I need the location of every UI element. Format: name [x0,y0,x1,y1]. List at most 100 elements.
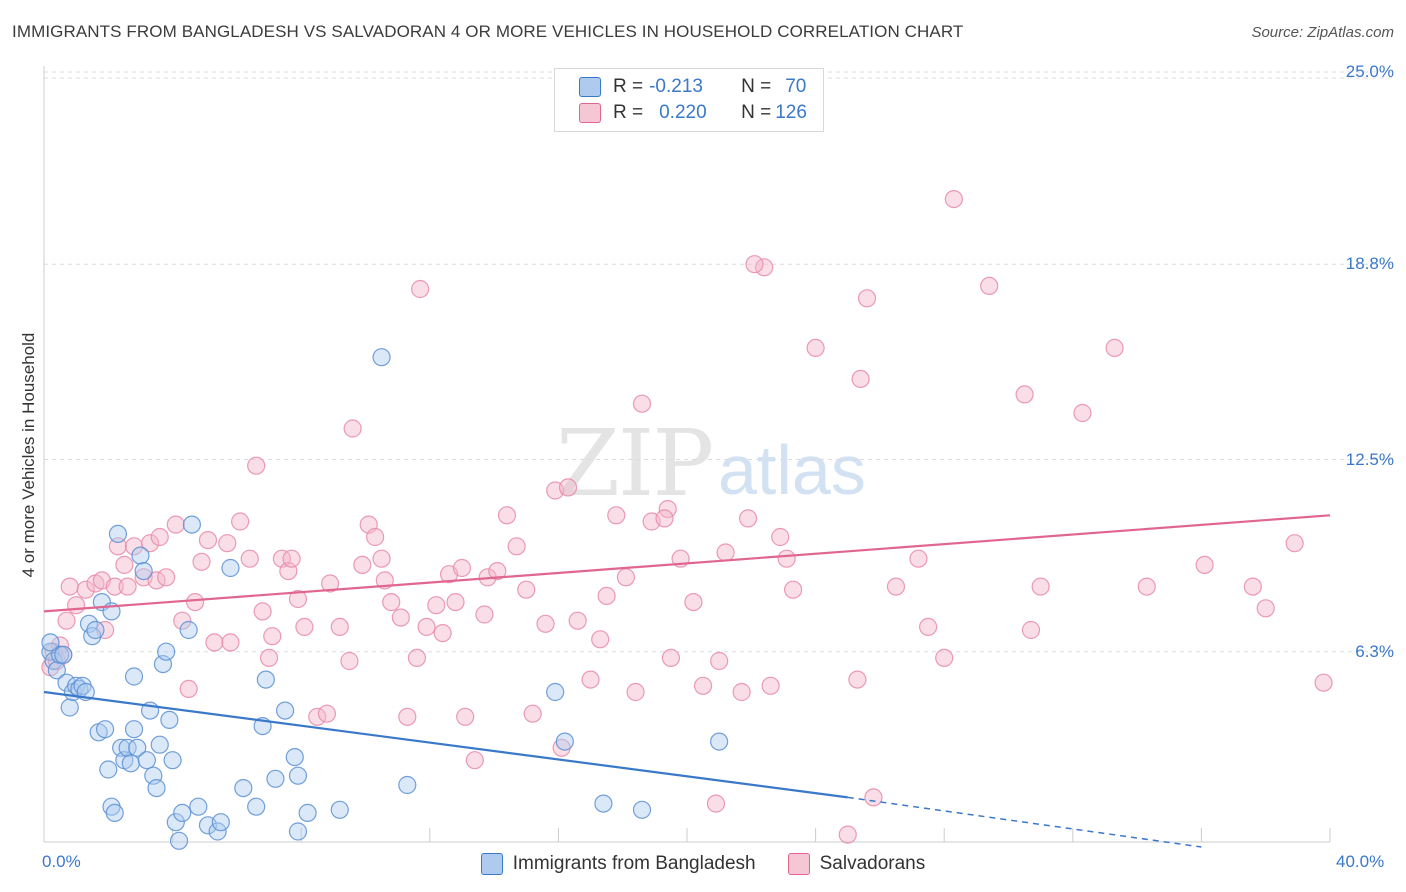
bangladesh-point [41,633,60,652]
salvadorans-point [706,794,726,813]
legend-item-bangladesh[interactable]: Immigrants from Bangladesh [480,853,756,875]
n-label: N = [741,102,772,123]
bangladesh-point [632,800,652,819]
bangladesh-point [95,720,115,739]
salvadorans-point [488,561,507,581]
salvadorans-point [288,589,308,609]
n-value: 70 [785,76,807,97]
bangladesh-point [150,735,169,754]
salvadorans-point [1314,673,1333,692]
bangladesh-point [124,667,144,686]
salvadorans-point [340,651,359,671]
salvadorans-point [591,630,610,649]
salvadorans-point [693,676,713,695]
salvadorans-point [944,190,963,209]
salvadorans-point [456,707,475,726]
salvadorans-point [1073,403,1092,423]
salvadorans-point [411,279,430,299]
salvadorans-point [864,788,883,807]
x-tick-max: 40.0% [1336,852,1385,871]
bangladesh-point [247,797,266,816]
salvadorans-point [407,648,427,668]
bangladesh-point [54,645,73,664]
salvadorans-point [716,543,735,562]
bangladesh-point [234,778,253,798]
salvadorans-point [710,651,729,671]
salvadorans-point [382,592,401,612]
salvadorans-point [1243,577,1262,596]
bangladesh-point [266,769,285,788]
bangladesh-point [134,561,153,581]
salvadorans-point [259,648,279,668]
salvadorans-point [317,704,337,723]
bangladesh-point [67,676,86,695]
bangladesh-point [131,546,150,565]
salvadorans-point [105,577,124,596]
bangladesh-point [47,661,66,680]
bangladesh-point [86,620,105,640]
bangladesh-trend-extension [847,796,1202,848]
salvadorans-point [857,289,877,308]
salvadorans-point [205,633,224,652]
salvadorans-point [218,534,237,553]
r-value: 0.220 [659,102,707,123]
legend-item-salvadorans[interactable]: Salvadorans [787,853,925,875]
salvadorans-point [308,707,327,726]
salvadorans-point [391,608,410,627]
salvadorans-point [1021,620,1041,640]
bangladesh-point [594,794,613,813]
n-label: N = [741,76,772,97]
bangladesh-point [163,751,182,770]
stats-swatch-blue [579,77,601,97]
salvadorans-point [186,592,205,612]
salvadorans-point [607,506,626,525]
salvadorans-point [507,537,526,556]
salvadorans-point [1105,338,1124,357]
bangladesh-point [182,515,201,534]
bangladesh-point [147,778,166,798]
bangladesh-point [137,751,156,770]
legend-swatch-blue [480,853,503,875]
salvadorans-point [919,617,938,637]
salvadorans-point [655,509,674,528]
bangladesh-point [160,710,179,730]
bangladesh-point [118,738,137,757]
bangladesh-point [276,701,295,720]
bangladesh-point [288,766,308,785]
legend-label-bangladesh: Immigrants from Bangladesh [512,853,756,874]
salvadorans-point [935,648,954,668]
salvadorans-point [140,534,160,553]
bangladesh-point [179,620,198,640]
bangladesh-point [60,698,79,717]
salvadorans-point [909,549,928,568]
salvadorans-point [475,605,494,624]
salvadorans-point [1137,577,1156,596]
salvadorans-point [1195,555,1214,575]
bangladesh-point [372,348,391,367]
salvadorans-point [777,549,796,568]
salvadorans-point [684,592,703,612]
n-value: 126 [775,102,807,123]
bangladesh-point [99,760,118,779]
salvadorans-point [806,338,825,357]
axes [43,66,1331,843]
salvadorans-point [1256,599,1275,618]
salvadorans-point [60,577,79,596]
salvadorans-point [282,549,301,568]
bangladesh-point [221,558,240,578]
salvadorans-point [568,611,587,630]
bangladesh-point [256,670,275,689]
bangladesh-point [288,822,308,841]
y-tick-label: 6.3% [1355,641,1394,661]
salvadorans-point [517,580,536,599]
salvadorans-point [433,623,452,643]
salvadorans-point [626,682,645,702]
salvadorans-point [616,568,636,587]
salvadorans-point [253,602,272,621]
salvadorans-point [67,596,86,615]
r-label: R = [613,102,644,123]
salvadorans-point [118,577,137,596]
bangladesh-point [173,803,192,823]
bangladesh-point [105,803,124,823]
